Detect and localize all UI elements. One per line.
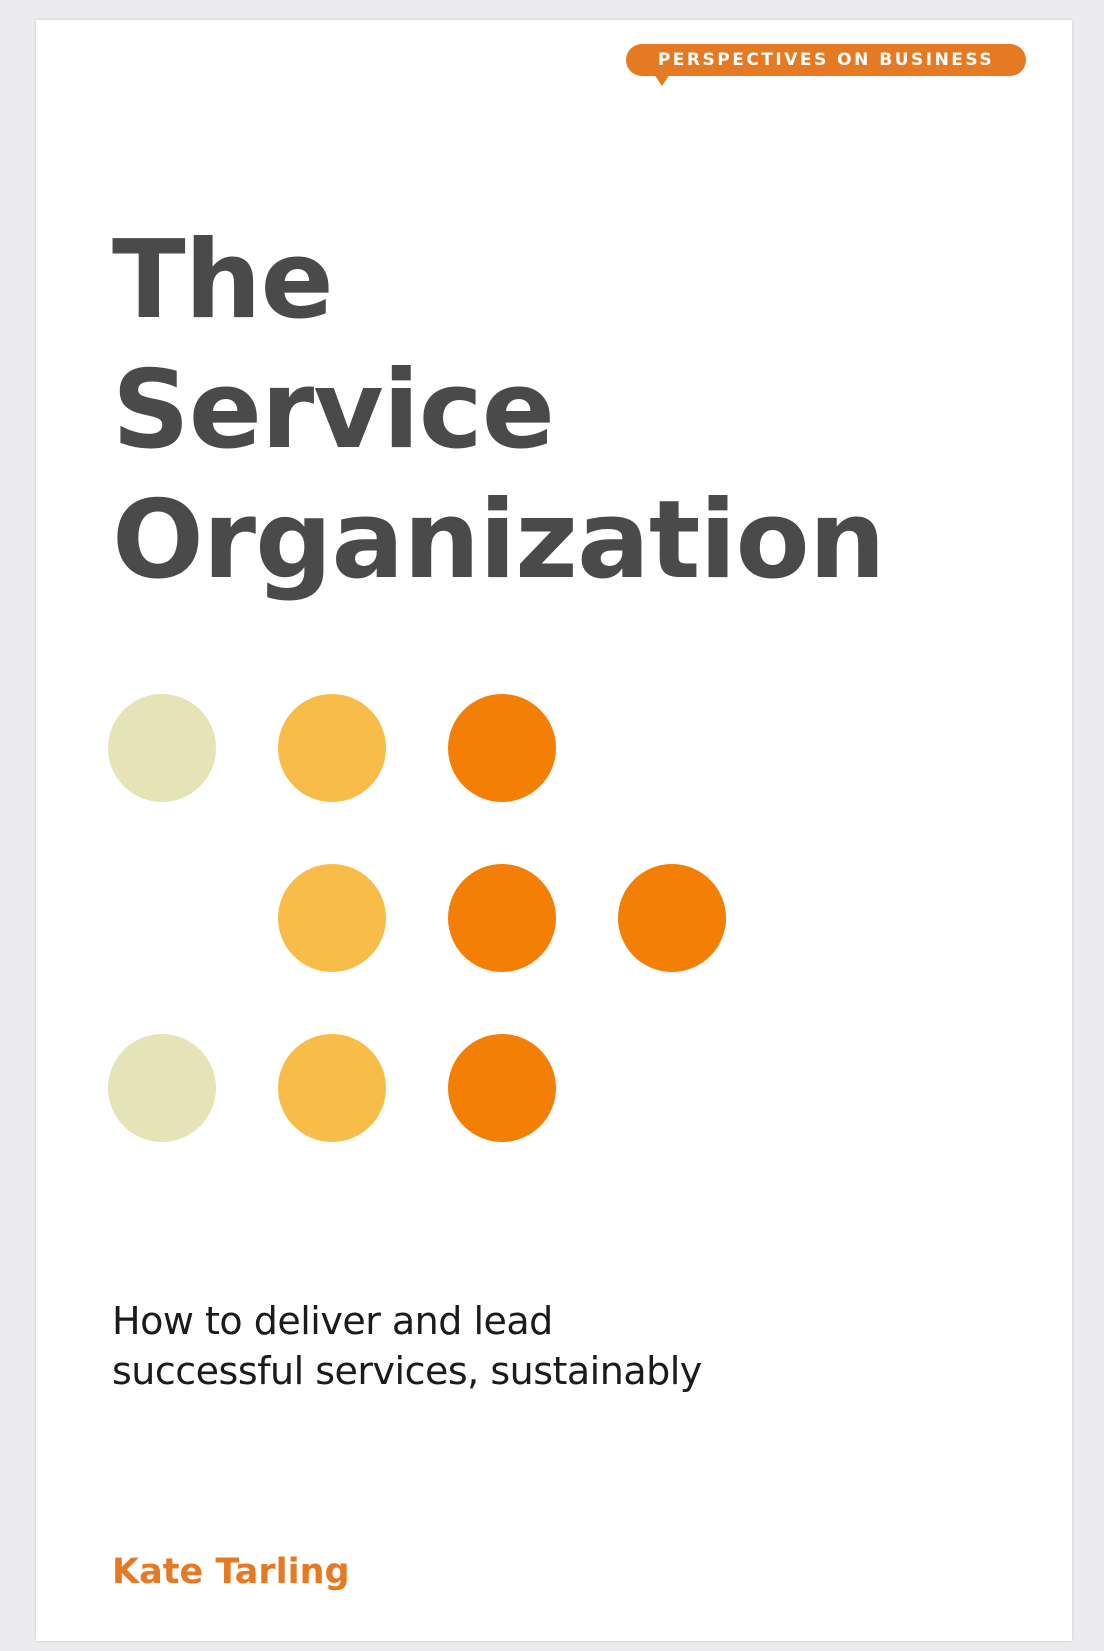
subtitle-line-1: How to deliver and lead: [112, 1299, 553, 1343]
dot-orange-r3-c3: [448, 1034, 556, 1142]
dot-pale-r3-c1: [108, 1034, 216, 1142]
dot-yellow-r2-c2: [278, 864, 386, 972]
subtitle-line-2: successful services, sustainably: [112, 1349, 702, 1393]
series-badge: PERSPECTIVES ON BUSINESS: [626, 44, 1026, 76]
title-line-2: Service: [112, 348, 555, 473]
dot-orange-r2-c3: [448, 864, 556, 972]
dot-orange-r1-c3: [448, 694, 556, 802]
dot-yellow-r1-c2: [278, 694, 386, 802]
title-line-1: The: [112, 218, 334, 343]
book-title: The Service Organization: [112, 216, 886, 606]
dot-orange-r2-c4: [618, 864, 726, 972]
dot-yellow-r3-c2: [278, 1034, 386, 1142]
author-name: Kate Tarling: [112, 1552, 350, 1592]
book-cover: PERSPECTIVES ON BUSINESS The Service Org…: [36, 20, 1072, 1641]
title-line-3: Organization: [112, 478, 886, 603]
book-subtitle: How to deliver and lead successful servi…: [112, 1296, 702, 1396]
dot-pale-r1-c1: [108, 694, 216, 802]
series-badge-tail: [654, 74, 670, 86]
